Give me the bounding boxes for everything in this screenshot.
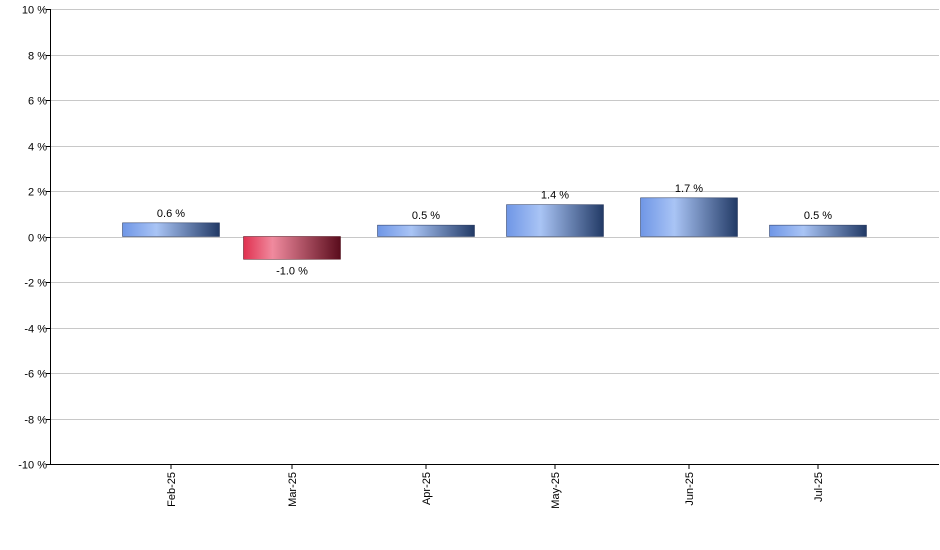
- bar: [640, 197, 738, 237]
- x-tick-label: Apr-25: [421, 472, 433, 505]
- x-tick-label: Mar-25: [287, 472, 299, 507]
- bar: [243, 236, 341, 260]
- data-label: 0.5 %: [804, 210, 832, 222]
- grid-lines: [50, 9, 939, 465]
- y-tick-label: 10 %: [22, 5, 47, 17]
- x-tick-label: Jul-25: [813, 472, 825, 502]
- y-tick-label: -8 %: [24, 415, 47, 427]
- data-label: 0.6 %: [157, 208, 185, 220]
- labels: 0.6 % -1.0 % 0.5 % 1.4 % 1.7 % 0.5 %: [157, 183, 832, 277]
- y-tick-label: -10 %: [18, 460, 47, 472]
- data-label: 0.5 %: [412, 210, 440, 222]
- y-tick-label: 4 %: [28, 142, 47, 154]
- bar: [122, 222, 220, 237]
- y-tick-label: -2 %: [24, 278, 47, 290]
- bar: [506, 204, 604, 237]
- y-tick-label: 2 %: [28, 187, 47, 199]
- x-tick-label: Feb-25: [166, 472, 178, 507]
- x-tick-label: May-25: [550, 472, 562, 509]
- axes: 10 % 8 % 6 % 4 % 2 % 0 % -2 % -4 % -6 % -8 % -10 %…: [18, 5, 939, 509]
- y-tick-label: 0 %: [28, 233, 47, 245]
- data-label: 1.7 %: [675, 183, 703, 195]
- data-label: -1.0 %: [276, 265, 308, 277]
- y-tick-label: -6 %: [24, 369, 47, 381]
- y-tick-label: -4 %: [24, 324, 47, 336]
- bars: [122, 197, 867, 260]
- y-tick-label: 6 %: [28, 96, 47, 108]
- y-tick-label: 8 %: [28, 51, 47, 63]
- bar: [377, 224, 475, 237]
- x-tick-label: Jun-25: [684, 472, 696, 506]
- data-label: 1.4 %: [541, 190, 569, 202]
- bar: [769, 224, 867, 237]
